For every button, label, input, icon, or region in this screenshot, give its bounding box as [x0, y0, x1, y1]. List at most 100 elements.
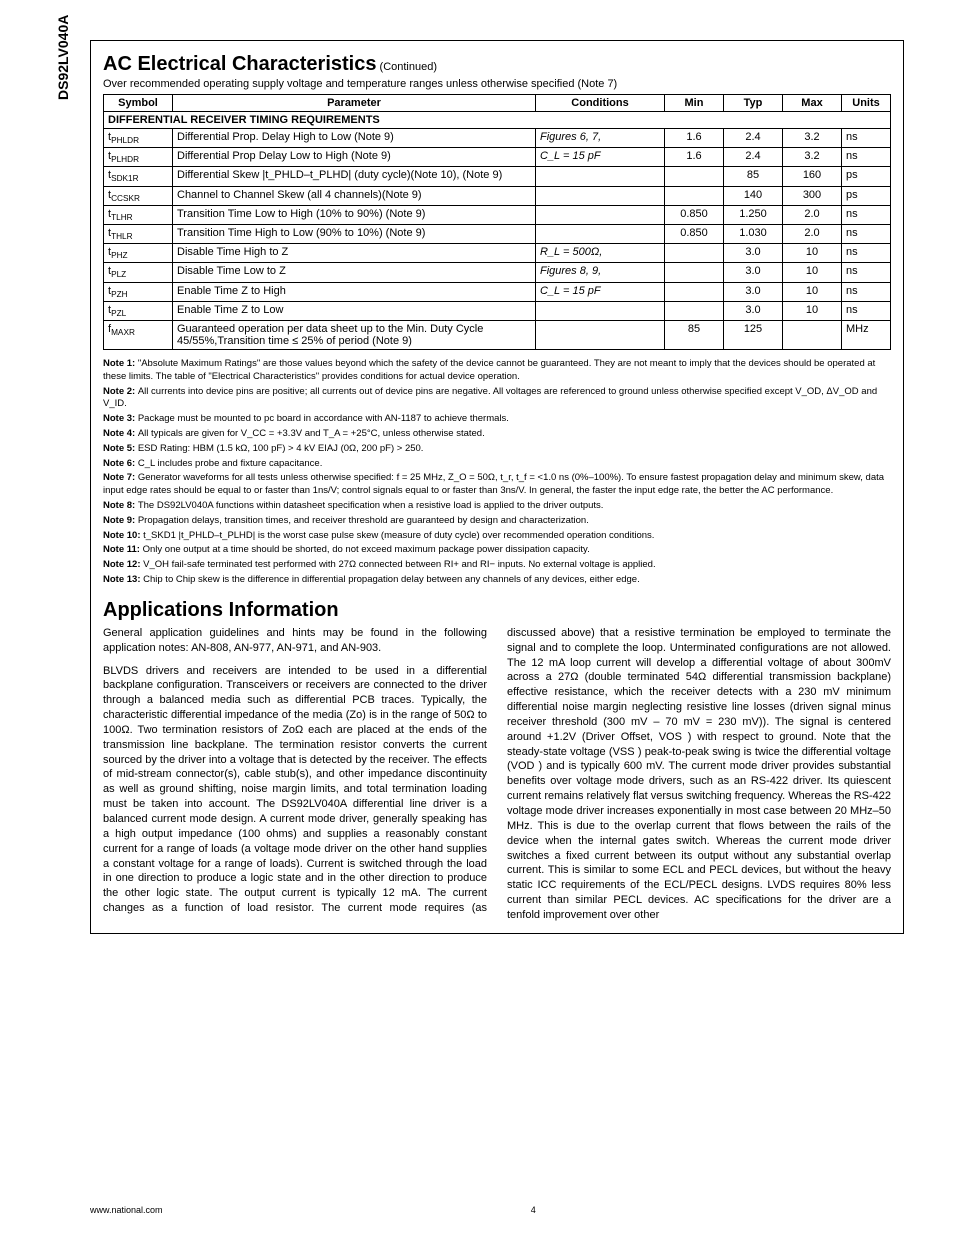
th-max: Max — [783, 95, 842, 112]
th-min: Min — [665, 95, 724, 112]
subtitle: Over recommended operating supply voltag… — [103, 78, 891, 90]
footer: www.national.com 4 — [90, 1205, 904, 1215]
th-parameter: Parameter — [173, 95, 536, 112]
table-cell: 85 — [665, 320, 724, 349]
table-row: tPZHEnable Time Z to HighC_L = 15 pF3.01… — [104, 282, 891, 301]
th-typ: Typ — [724, 95, 783, 112]
table-row: tPLZDisable Time Low to ZFigures 8, 9,3.… — [104, 263, 891, 282]
table-cell: Channel to Channel Skew (all 4 channels)… — [173, 186, 536, 205]
th-units: Units — [842, 95, 891, 112]
applications-title: Applications Information — [103, 599, 891, 622]
table-cell: 300 — [783, 186, 842, 205]
table-cell: 2.4 — [724, 129, 783, 148]
table-cell: tSDK1R — [104, 167, 173, 186]
table-cell: 2.4 — [724, 148, 783, 167]
table-row: fMAXRGuaranteed operation per data sheet… — [104, 320, 891, 349]
table-section-row: DIFFERENTIAL RECEIVER TIMING REQUIREMENT… — [104, 112, 891, 129]
table-cell: Disable Time High to Z — [173, 244, 536, 263]
table-cell: 2.0 — [783, 205, 842, 224]
table-cell — [536, 301, 665, 320]
applications-body: General application guidelines and hints… — [103, 626, 891, 923]
table-cell: 1.6 — [665, 129, 724, 148]
page: DS92LV040A AC Electrical Characteristics… — [0, 0, 954, 1235]
table-cell: Enable Time Z to High — [173, 282, 536, 301]
table-row: tCCSKRChannel to Channel Skew (all 4 cha… — [104, 186, 891, 205]
table-cell: 160 — [783, 167, 842, 186]
table-cell — [665, 167, 724, 186]
note-line: Note 4: All typicals are given for V_CC … — [103, 428, 891, 441]
table-row: tTLHRTransition Time Low to High (10% to… — [104, 205, 891, 224]
table-cell: Transition Time Low to High (10% to 90%)… — [173, 205, 536, 224]
table-cell: fMAXR — [104, 320, 173, 349]
table-cell: tPHLDR — [104, 129, 173, 148]
table-cell: 3.0 — [724, 301, 783, 320]
table-cell: Enable Time Z to Low — [173, 301, 536, 320]
table-cell: tPLHDR — [104, 148, 173, 167]
table-cell: ns — [842, 301, 891, 320]
table-cell: tCCSKR — [104, 186, 173, 205]
title-row: AC Electrical Characteristics (Continued… — [103, 53, 891, 76]
note-line: Note 1: "Absolute Maximum Ratings" are t… — [103, 358, 891, 384]
table-cell — [536, 167, 665, 186]
table-cell — [536, 186, 665, 205]
table-cell: Disable Time Low to Z — [173, 263, 536, 282]
table-cell: Differential Skew |t_PHLD–t_PLHD| (duty … — [173, 167, 536, 186]
note-line: Note 9: Propagation delays, transition t… — [103, 515, 891, 528]
table-cell: Figures 6, 7, — [536, 129, 665, 148]
section-title: AC Electrical Characteristics — [103, 53, 376, 75]
table-cell: tPLZ — [104, 263, 173, 282]
table-row: tPHLDRDifferential Prop. Delay High to L… — [104, 129, 891, 148]
table-cell: 0.850 — [665, 224, 724, 243]
note-line: Note 6: C_L includes probe and fixture c… — [103, 458, 891, 471]
table-cell: ns — [842, 263, 891, 282]
table-row: tTHLRTransition Time High to Low (90% to… — [104, 224, 891, 243]
continued-label: (Continued) — [380, 61, 437, 73]
table-cell: 10 — [783, 263, 842, 282]
table-row: tPZLEnable Time Z to Low 3.010ns — [104, 301, 891, 320]
table-cell — [536, 205, 665, 224]
table-cell: ns — [842, 148, 891, 167]
table-cell: 3.0 — [724, 244, 783, 263]
table-cell: 10 — [783, 301, 842, 320]
note-line: Note 2: All currents into device pins ar… — [103, 386, 891, 412]
table-cell — [536, 224, 665, 243]
content-frame: AC Electrical Characteristics (Continued… — [90, 40, 904, 934]
table-cell: R_L = 500Ω, — [536, 244, 665, 263]
table-cell: 1.250 — [724, 205, 783, 224]
table-cell: Differential Prop. Delay High to Low (No… — [173, 129, 536, 148]
th-symbol: Symbol — [104, 95, 173, 112]
table-cell — [665, 244, 724, 263]
table-cell: 0.850 — [665, 205, 724, 224]
table-cell: C_L = 15 pF — [536, 148, 665, 167]
note-line: Note 10: t_SKD1 |t_PHLD–t_PLHD| is the w… — [103, 530, 891, 543]
table-cell: 1.6 — [665, 148, 724, 167]
note-line: Note 7: Generator waveforms for all test… — [103, 472, 891, 498]
table-cell: 3.0 — [724, 263, 783, 282]
table-cell: tPZL — [104, 301, 173, 320]
table-cell: 140 — [724, 186, 783, 205]
table-header-row: Symbol Parameter Conditions Min Typ Max … — [104, 95, 891, 112]
table-cell: ps — [842, 186, 891, 205]
table-cell: 3.0 — [724, 282, 783, 301]
table-cell: ns — [842, 224, 891, 243]
spec-table: Symbol Parameter Conditions Min Typ Max … — [103, 94, 891, 350]
table-cell: ns — [842, 244, 891, 263]
footer-url: www.national.com — [90, 1205, 163, 1215]
table-cell: ns — [842, 282, 891, 301]
table-row: tPLHDRDifferential Prop Delay Low to Hig… — [104, 148, 891, 167]
table-cell — [536, 320, 665, 349]
footer-page-number: 4 — [531, 1205, 536, 1215]
table-cell: tTHLR — [104, 224, 173, 243]
table-cell: MHz — [842, 320, 891, 349]
table-cell: Guaranteed operation per data sheet up t… — [173, 320, 536, 349]
table-cell: Transition Time High to Low (90% to 10%)… — [173, 224, 536, 243]
table-cell: tPHZ — [104, 244, 173, 263]
notes-block: Note 1: "Absolute Maximum Ratings" are t… — [103, 358, 891, 587]
table-row: tSDK1RDifferential Skew |t_PHLD–t_PLHD| … — [104, 167, 891, 186]
table-cell — [665, 301, 724, 320]
note-line: Note 11: Only one output at a time shoul… — [103, 544, 891, 557]
part-number-label: DS92LV040A — [55, 15, 71, 100]
table-cell: ns — [842, 205, 891, 224]
table-cell: tPZH — [104, 282, 173, 301]
table-cell: 3.2 — [783, 129, 842, 148]
